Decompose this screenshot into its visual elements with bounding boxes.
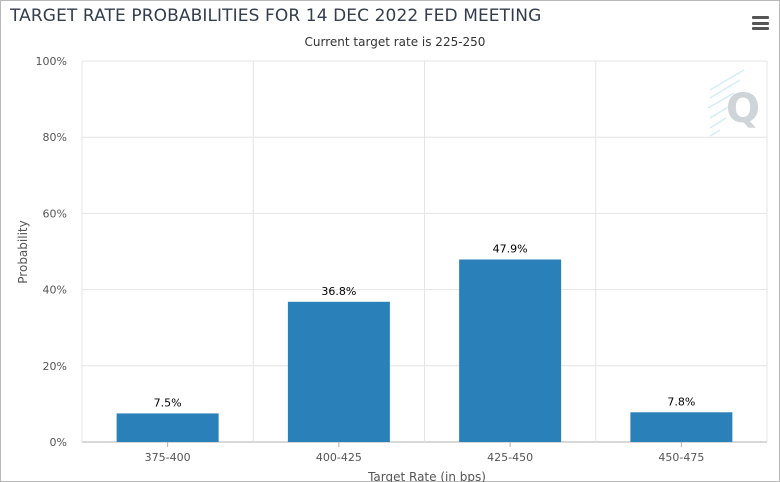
y-tick-label: 80% <box>43 131 67 144</box>
data-label: 36.8% <box>321 285 356 298</box>
bar-425-450[interactable] <box>459 259 562 442</box>
bar-450-475[interactable] <box>630 412 733 442</box>
y-tick-label: 40% <box>43 284 67 297</box>
x-axis-tick-labels: 375-400 400-425 425-450 450-475 <box>145 442 704 464</box>
x-tick-label: 375-400 <box>145 451 191 464</box>
data-label: 7.5% <box>154 396 182 409</box>
x-axis-label: Target Rate (in bps) <box>367 470 486 482</box>
x-tick-label: 400-425 <box>316 451 362 464</box>
y-tick-label: 20% <box>43 360 67 373</box>
y-tick-label: 60% <box>43 207 67 220</box>
bars <box>116 259 733 442</box>
q-logo-watermark-icon: Q <box>707 69 758 137</box>
hamburger-menu-icon[interactable] <box>752 16 769 30</box>
watermark-letter: Q <box>726 86 758 132</box>
chart-title: TARGET RATE PROBABILITIES FOR 14 DEC 202… <box>10 6 542 26</box>
x-tick-label: 450-475 <box>658 451 704 464</box>
y-tick-label: 0% <box>50 436 67 449</box>
gridlines <box>81 60 768 443</box>
data-labels: 7.5% 36.8% 47.9% 7.8% <box>154 243 696 410</box>
bar-375-400[interactable] <box>116 413 219 442</box>
y-tick-label: 100% <box>36 55 67 68</box>
data-label: 7.8% <box>667 395 695 408</box>
y-axis-tick-labels: 0% 20% 40% 60% 80% 100% <box>36 55 67 449</box>
chart-subtitle: Current target rate is 225-250 <box>304 35 486 49</box>
y-axis-label: Probability <box>16 220 30 283</box>
x-tick-label: 425-450 <box>487 451 533 464</box>
data-label: 47.9% <box>493 243 528 256</box>
bar-400-425[interactable] <box>287 301 390 442</box>
